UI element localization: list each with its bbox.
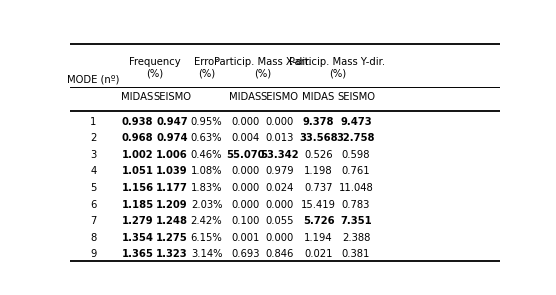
Text: 0.947: 0.947	[156, 117, 188, 127]
Text: 15.419: 15.419	[301, 200, 336, 210]
Text: 0.100: 0.100	[231, 216, 260, 226]
Text: 0.737: 0.737	[304, 183, 333, 193]
Text: 32.758: 32.758	[337, 133, 375, 143]
Text: MIDAS: MIDAS	[302, 92, 335, 102]
Text: 3: 3	[90, 150, 96, 160]
Text: 1.002: 1.002	[122, 150, 153, 160]
Text: 0.381: 0.381	[342, 249, 370, 259]
Text: 0.000: 0.000	[231, 200, 260, 210]
Text: 1.354: 1.354	[122, 233, 153, 243]
Text: 0.000: 0.000	[266, 233, 294, 243]
Text: 9.378: 9.378	[303, 117, 334, 127]
Text: 2.388: 2.388	[342, 233, 370, 243]
Text: 7: 7	[90, 216, 96, 226]
Text: 1.323: 1.323	[156, 249, 188, 259]
Text: 1.365: 1.365	[122, 249, 153, 259]
Text: 0.000: 0.000	[231, 117, 260, 127]
Text: (%): (%)	[146, 68, 163, 78]
Text: 1.177: 1.177	[156, 183, 188, 193]
Text: (%): (%)	[329, 68, 346, 78]
Text: 0.693: 0.693	[231, 249, 260, 259]
Text: 1.051: 1.051	[122, 166, 153, 176]
Text: Particip. Mass Y-dir.: Particip. Mass Y-dir.	[289, 57, 385, 67]
Text: 0.001: 0.001	[231, 233, 260, 243]
Text: 3.14%: 3.14%	[191, 249, 222, 259]
Text: Frequency: Frequency	[129, 57, 181, 67]
Text: 1.198: 1.198	[304, 166, 333, 176]
Text: 53.342: 53.342	[260, 150, 299, 160]
Text: 2.03%: 2.03%	[191, 200, 222, 210]
Text: Particip. Mass X-dir.: Particip. Mass X-dir.	[214, 57, 311, 67]
Text: 0.979: 0.979	[265, 166, 294, 176]
Text: 1.039: 1.039	[156, 166, 188, 176]
Text: 1.83%: 1.83%	[191, 183, 222, 193]
Text: 6.15%: 6.15%	[191, 233, 222, 243]
Text: MIDAS: MIDAS	[229, 92, 261, 102]
Text: 9: 9	[90, 249, 96, 259]
Text: 0.004: 0.004	[231, 133, 260, 143]
Text: 55.070: 55.070	[226, 150, 265, 160]
Text: 0.46%: 0.46%	[191, 150, 222, 160]
Text: 5.726: 5.726	[303, 216, 334, 226]
Text: 1.006: 1.006	[156, 150, 188, 160]
Text: 0.783: 0.783	[342, 200, 370, 210]
Text: 1.248: 1.248	[156, 216, 188, 226]
Text: 0.974: 0.974	[156, 133, 188, 143]
Text: 1.209: 1.209	[156, 200, 188, 210]
Text: 0.526: 0.526	[304, 150, 333, 160]
Text: 11.048: 11.048	[339, 183, 374, 193]
Text: Error: Error	[195, 57, 219, 67]
Text: 9.473: 9.473	[340, 117, 372, 127]
Text: 0.000: 0.000	[231, 183, 260, 193]
Text: 8: 8	[90, 233, 96, 243]
Text: 4: 4	[90, 166, 96, 176]
Text: SEISMO: SEISMO	[153, 92, 191, 102]
Text: 0.000: 0.000	[266, 117, 294, 127]
Text: 0.000: 0.000	[266, 200, 294, 210]
Text: 33.568: 33.568	[299, 133, 338, 143]
Text: 1.194: 1.194	[304, 233, 333, 243]
Text: 7.351: 7.351	[340, 216, 372, 226]
Text: (%): (%)	[198, 68, 215, 78]
Text: 0.055: 0.055	[266, 216, 294, 226]
Text: SEISMO: SEISMO	[261, 92, 299, 102]
Text: 1: 1	[90, 117, 96, 127]
Text: 0.63%: 0.63%	[191, 133, 222, 143]
Text: SEISMO: SEISMO	[337, 92, 375, 102]
Text: 0.024: 0.024	[266, 183, 294, 193]
Text: 2: 2	[90, 133, 96, 143]
Text: 1.279: 1.279	[122, 216, 153, 226]
Text: 1.08%: 1.08%	[191, 166, 222, 176]
Text: 6: 6	[90, 200, 96, 210]
Text: 0.95%: 0.95%	[191, 117, 222, 127]
Text: 0.021: 0.021	[304, 249, 333, 259]
Text: 1.185: 1.185	[122, 200, 153, 210]
Text: 0.846: 0.846	[266, 249, 294, 259]
Text: 0.013: 0.013	[266, 133, 294, 143]
Text: 2.42%: 2.42%	[191, 216, 222, 226]
Text: 1.275: 1.275	[156, 233, 188, 243]
Text: MIDAS: MIDAS	[121, 92, 153, 102]
Text: 0.938: 0.938	[122, 117, 153, 127]
Text: 0.000: 0.000	[231, 166, 260, 176]
Text: MODE (nº): MODE (nº)	[67, 74, 120, 84]
Text: 0.761: 0.761	[342, 166, 370, 176]
Text: 0.598: 0.598	[342, 150, 370, 160]
Text: 5: 5	[90, 183, 96, 193]
Text: (%): (%)	[254, 68, 271, 78]
Text: 0.968: 0.968	[122, 133, 153, 143]
Text: 1.156: 1.156	[122, 183, 153, 193]
